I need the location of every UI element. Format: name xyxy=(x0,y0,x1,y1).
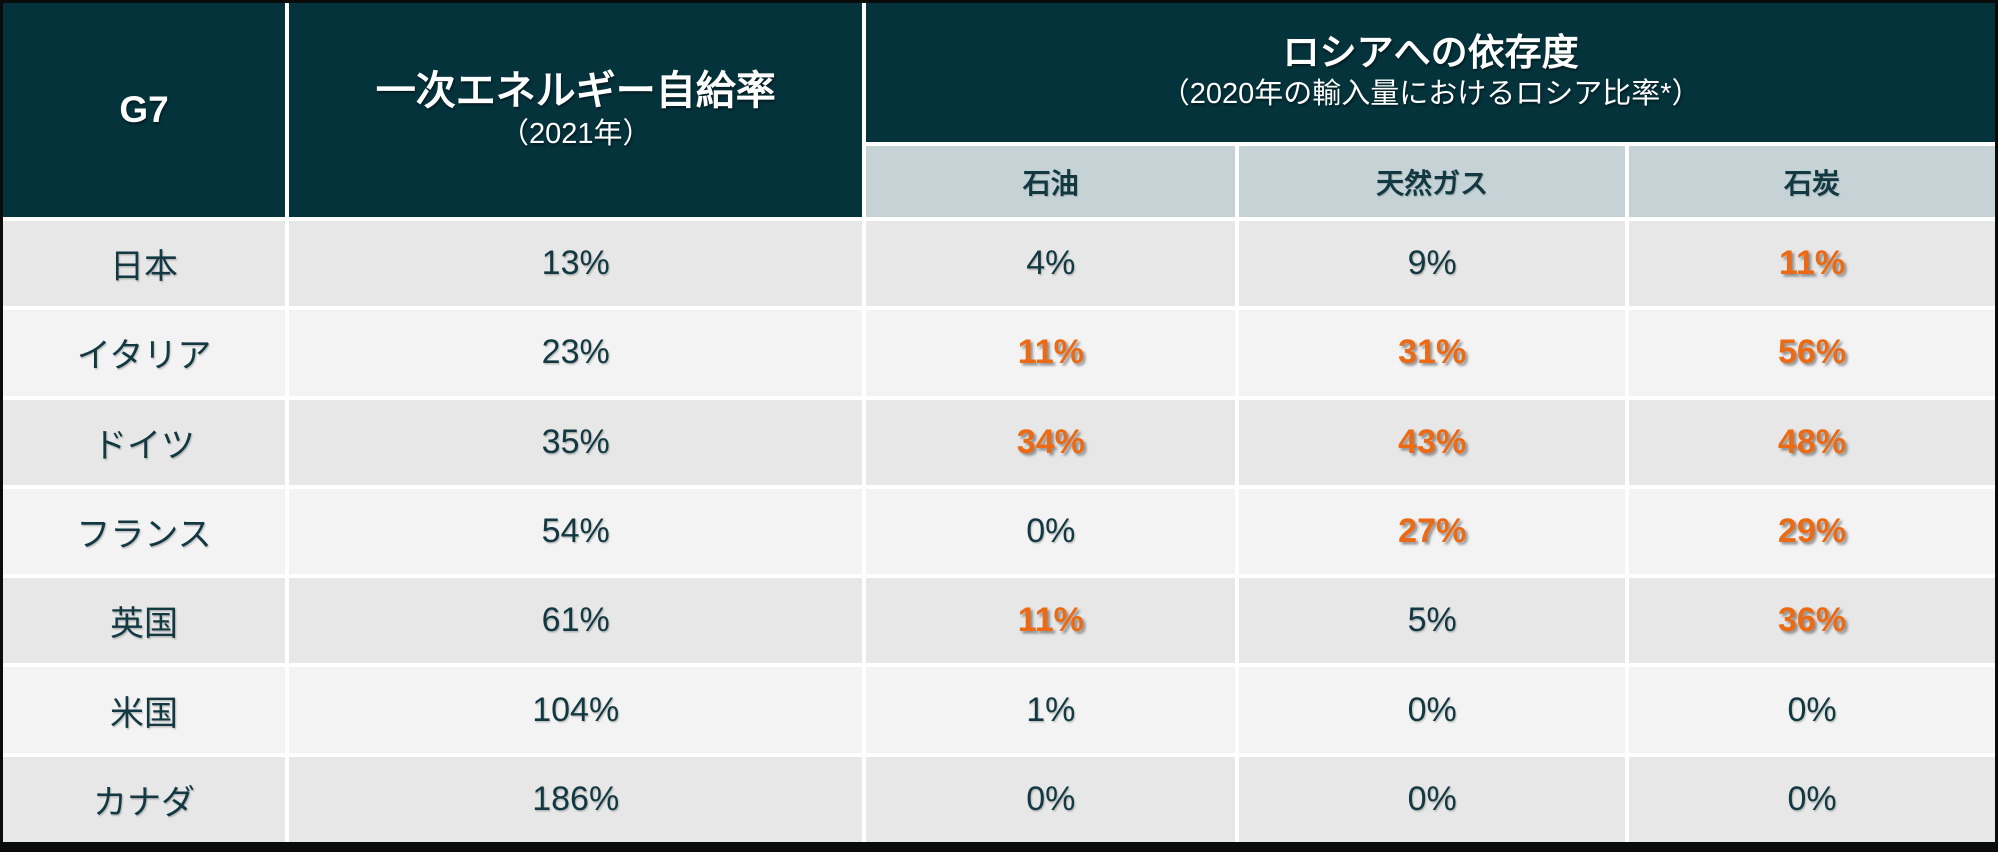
coal-dependence-cell: 56% xyxy=(1629,310,1995,396)
self-sufficiency-cell: 61% xyxy=(289,578,863,664)
header-russia-subtitle: （2020年の輸入量におけるロシア比率*） xyxy=(1160,77,1701,110)
header-self-sufficiency-subtitle: （2021年） xyxy=(499,118,652,151)
header-g7-label: G7 xyxy=(119,88,169,130)
coal-dependence-cell: 0% xyxy=(1629,756,1995,842)
oil-dependence-cell: 11% xyxy=(866,578,1236,664)
self-sufficiency-cell: 104% xyxy=(289,667,863,753)
self-sufficiency-cell: 54% xyxy=(289,488,863,575)
country-cell: イタリア xyxy=(3,310,286,396)
country-cell: 日本 xyxy=(3,221,286,307)
coal-dependence-cell: 48% xyxy=(1629,399,1995,485)
country-cell: ドイツ xyxy=(3,399,286,485)
gas-dependence-cell: 43% xyxy=(1239,399,1626,485)
header-russia-dependence: ロシアへの依存度 （2020年の輸入量におけるロシア比率*） xyxy=(866,3,1995,142)
header-self-sufficiency-title: 一次エネルギー自給率 xyxy=(375,69,776,114)
gas-dependence-cell: 5% xyxy=(1239,578,1626,664)
subheader-gas: 天然ガス xyxy=(1239,146,1626,217)
self-sufficiency-cell: 186% xyxy=(289,756,863,842)
oil-dependence-cell: 1% xyxy=(866,667,1236,753)
country-cell: 米国 xyxy=(3,667,286,753)
coal-dependence-cell: 29% xyxy=(1629,488,1995,575)
oil-dependence-cell: 34% xyxy=(866,399,1236,485)
gas-dependence-cell: 0% xyxy=(1239,756,1626,842)
oil-dependence-cell: 0% xyxy=(866,488,1236,575)
subheader-oil: 石油 xyxy=(866,146,1236,217)
self-sufficiency-cell: 13% xyxy=(289,221,863,307)
oil-dependence-cell: 4% xyxy=(866,221,1236,307)
oil-dependence-cell: 0% xyxy=(866,756,1236,842)
self-sufficiency-cell: 23% xyxy=(289,310,863,396)
g7-energy-table: G7 一次エネルギー自給率 （2021年） ロシアへの依存度 （2020年の輸入… xyxy=(3,3,1995,842)
header-self-sufficiency: 一次エネルギー自給率 （2021年） xyxy=(289,3,863,217)
gas-dependence-cell: 31% xyxy=(1239,310,1626,396)
header-russia-title: ロシアへの依存度 xyxy=(1282,32,1579,74)
coal-dependence-cell: 36% xyxy=(1629,578,1995,664)
oil-dependence-cell: 11% xyxy=(866,310,1236,396)
country-cell: カナダ xyxy=(3,756,286,842)
gas-dependence-cell: 27% xyxy=(1239,488,1626,575)
coal-dependence-cell: 11% xyxy=(1629,221,1995,307)
self-sufficiency-cell: 35% xyxy=(289,399,863,485)
gas-dependence-cell: 0% xyxy=(1239,667,1626,753)
country-cell: 英国 xyxy=(3,578,286,664)
header-g7: G7 xyxy=(3,3,286,217)
subheader-coal: 石炭 xyxy=(1629,146,1995,217)
country-cell: フランス xyxy=(3,488,286,575)
gas-dependence-cell: 9% xyxy=(1239,221,1626,307)
coal-dependence-cell: 0% xyxy=(1629,667,1995,753)
